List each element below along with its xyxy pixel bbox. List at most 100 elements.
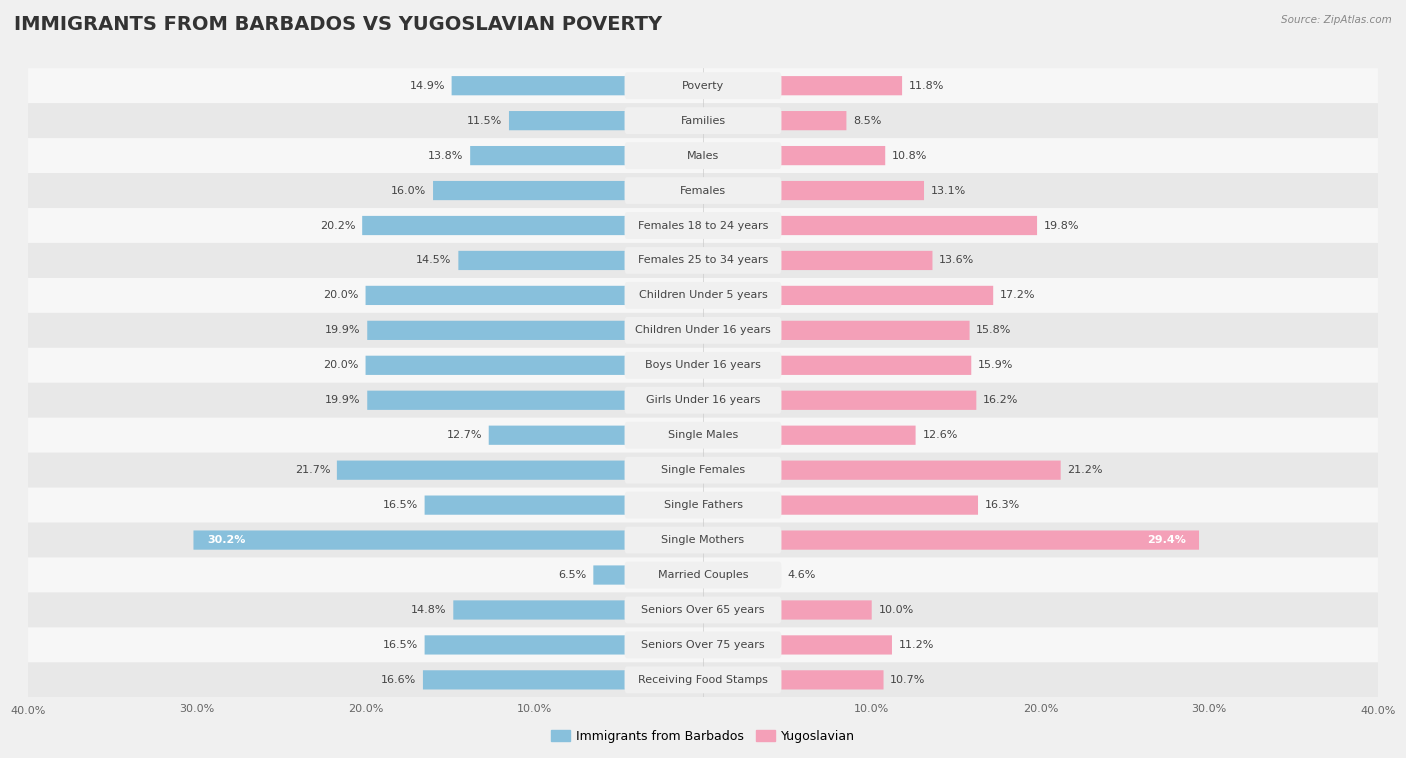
FancyBboxPatch shape bbox=[703, 111, 846, 130]
FancyBboxPatch shape bbox=[28, 138, 1378, 173]
FancyBboxPatch shape bbox=[28, 558, 1378, 593]
FancyBboxPatch shape bbox=[28, 662, 1378, 697]
Text: Single Mothers: Single Mothers bbox=[661, 535, 745, 545]
FancyBboxPatch shape bbox=[703, 286, 993, 305]
FancyBboxPatch shape bbox=[28, 453, 1378, 487]
FancyBboxPatch shape bbox=[624, 317, 782, 344]
Text: 10.8%: 10.8% bbox=[891, 151, 928, 161]
FancyBboxPatch shape bbox=[28, 593, 1378, 628]
FancyBboxPatch shape bbox=[28, 418, 1378, 453]
FancyBboxPatch shape bbox=[489, 425, 703, 445]
FancyBboxPatch shape bbox=[453, 600, 703, 619]
FancyBboxPatch shape bbox=[624, 562, 782, 588]
Text: 11.2%: 11.2% bbox=[898, 640, 934, 650]
FancyBboxPatch shape bbox=[703, 321, 970, 340]
Text: Poverty: Poverty bbox=[682, 80, 724, 91]
FancyBboxPatch shape bbox=[703, 425, 915, 445]
FancyBboxPatch shape bbox=[28, 383, 1378, 418]
Text: 40.0%: 40.0% bbox=[10, 706, 46, 716]
Text: 17.2%: 17.2% bbox=[1000, 290, 1035, 300]
Text: Girls Under 16 years: Girls Under 16 years bbox=[645, 395, 761, 406]
FancyBboxPatch shape bbox=[703, 496, 979, 515]
Text: 14.9%: 14.9% bbox=[409, 80, 444, 91]
FancyBboxPatch shape bbox=[367, 321, 703, 340]
FancyBboxPatch shape bbox=[703, 146, 886, 165]
Text: Females 18 to 24 years: Females 18 to 24 years bbox=[638, 221, 768, 230]
Text: Single Fathers: Single Fathers bbox=[664, 500, 742, 510]
FancyBboxPatch shape bbox=[624, 457, 782, 484]
Text: Source: ZipAtlas.com: Source: ZipAtlas.com bbox=[1281, 15, 1392, 25]
FancyBboxPatch shape bbox=[703, 670, 883, 690]
FancyBboxPatch shape bbox=[703, 531, 1199, 550]
FancyBboxPatch shape bbox=[451, 76, 703, 96]
Text: 15.8%: 15.8% bbox=[976, 325, 1012, 335]
FancyBboxPatch shape bbox=[624, 352, 782, 379]
FancyBboxPatch shape bbox=[28, 208, 1378, 243]
Text: 20.0%: 20.0% bbox=[323, 360, 359, 371]
FancyBboxPatch shape bbox=[703, 565, 780, 584]
FancyBboxPatch shape bbox=[624, 107, 782, 134]
FancyBboxPatch shape bbox=[593, 565, 703, 584]
FancyBboxPatch shape bbox=[366, 356, 703, 375]
FancyBboxPatch shape bbox=[28, 103, 1378, 138]
Text: 4.6%: 4.6% bbox=[787, 570, 815, 580]
FancyBboxPatch shape bbox=[703, 461, 1060, 480]
Text: 13.1%: 13.1% bbox=[931, 186, 966, 196]
Text: 16.2%: 16.2% bbox=[983, 395, 1018, 406]
Text: 10.7%: 10.7% bbox=[890, 675, 925, 685]
FancyBboxPatch shape bbox=[703, 216, 1038, 235]
Text: 16.0%: 16.0% bbox=[391, 186, 426, 196]
Text: 13.6%: 13.6% bbox=[939, 255, 974, 265]
Text: Males: Males bbox=[688, 151, 718, 161]
FancyBboxPatch shape bbox=[28, 68, 1378, 103]
FancyBboxPatch shape bbox=[337, 461, 703, 480]
Text: Single Females: Single Females bbox=[661, 465, 745, 475]
Text: 12.6%: 12.6% bbox=[922, 431, 957, 440]
Text: 12.7%: 12.7% bbox=[447, 431, 482, 440]
FancyBboxPatch shape bbox=[624, 143, 782, 169]
Text: Females: Females bbox=[681, 186, 725, 196]
FancyBboxPatch shape bbox=[624, 177, 782, 204]
FancyBboxPatch shape bbox=[624, 282, 782, 309]
FancyBboxPatch shape bbox=[28, 313, 1378, 348]
Text: Seniors Over 75 years: Seniors Over 75 years bbox=[641, 640, 765, 650]
Text: 11.8%: 11.8% bbox=[908, 80, 945, 91]
FancyBboxPatch shape bbox=[28, 243, 1378, 278]
FancyBboxPatch shape bbox=[624, 421, 782, 449]
FancyBboxPatch shape bbox=[624, 387, 782, 414]
Text: IMMIGRANTS FROM BARBADOS VS YUGOSLAVIAN POVERTY: IMMIGRANTS FROM BARBADOS VS YUGOSLAVIAN … bbox=[14, 15, 662, 34]
FancyBboxPatch shape bbox=[433, 181, 703, 200]
Text: 21.2%: 21.2% bbox=[1067, 465, 1102, 475]
FancyBboxPatch shape bbox=[703, 181, 924, 200]
Text: Children Under 5 years: Children Under 5 years bbox=[638, 290, 768, 300]
Text: 16.5%: 16.5% bbox=[382, 500, 418, 510]
Text: 30.2%: 30.2% bbox=[207, 535, 245, 545]
Text: 16.6%: 16.6% bbox=[381, 675, 416, 685]
FancyBboxPatch shape bbox=[470, 146, 703, 165]
FancyBboxPatch shape bbox=[366, 286, 703, 305]
FancyBboxPatch shape bbox=[624, 247, 782, 274]
FancyBboxPatch shape bbox=[624, 212, 782, 239]
Text: 21.7%: 21.7% bbox=[295, 465, 330, 475]
FancyBboxPatch shape bbox=[703, 251, 932, 270]
Text: 19.8%: 19.8% bbox=[1043, 221, 1080, 230]
FancyBboxPatch shape bbox=[363, 216, 703, 235]
Text: 20.0%: 20.0% bbox=[323, 290, 359, 300]
FancyBboxPatch shape bbox=[458, 251, 703, 270]
Text: Families: Families bbox=[681, 116, 725, 126]
Text: 13.8%: 13.8% bbox=[427, 151, 464, 161]
FancyBboxPatch shape bbox=[624, 597, 782, 623]
FancyBboxPatch shape bbox=[28, 173, 1378, 208]
Text: 16.5%: 16.5% bbox=[382, 640, 418, 650]
Text: Females 25 to 34 years: Females 25 to 34 years bbox=[638, 255, 768, 265]
FancyBboxPatch shape bbox=[28, 522, 1378, 558]
FancyBboxPatch shape bbox=[367, 390, 703, 410]
Text: 19.9%: 19.9% bbox=[325, 395, 360, 406]
FancyBboxPatch shape bbox=[425, 496, 703, 515]
Text: 40.0%: 40.0% bbox=[1360, 706, 1396, 716]
Text: Receiving Food Stamps: Receiving Food Stamps bbox=[638, 675, 768, 685]
FancyBboxPatch shape bbox=[703, 76, 903, 96]
Text: 6.5%: 6.5% bbox=[558, 570, 586, 580]
Text: 14.8%: 14.8% bbox=[411, 605, 447, 615]
Text: Boys Under 16 years: Boys Under 16 years bbox=[645, 360, 761, 371]
